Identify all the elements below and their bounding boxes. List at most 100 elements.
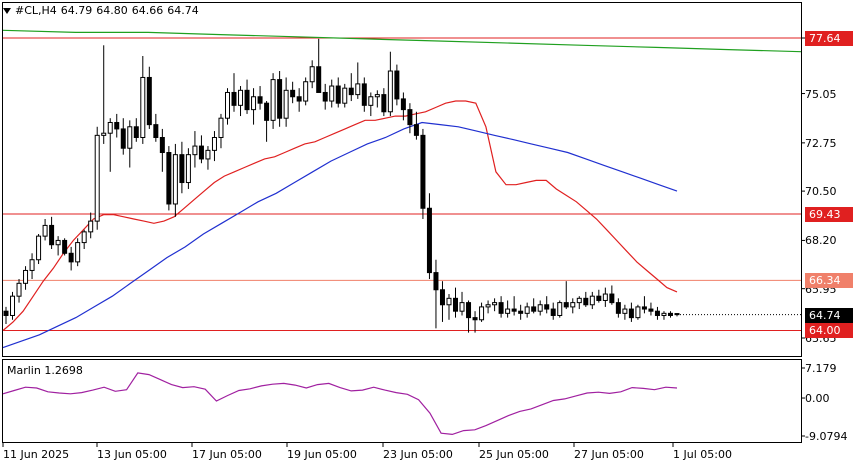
candle-body — [257, 96, 263, 104]
candle — [270, 73, 276, 129]
candle-body — [309, 66, 315, 83]
candle-body — [231, 91, 237, 106]
candle — [674, 313, 680, 317]
candle — [589, 291, 595, 310]
candle-body — [251, 96, 257, 111]
candle — [563, 281, 569, 310]
candle — [133, 118, 139, 142]
ma-blue-line — [2, 121, 678, 349]
candle-body — [218, 117, 224, 138]
current-price-tag: 64.74 — [805, 307, 853, 323]
candle — [322, 83, 328, 110]
candle — [316, 38, 322, 93]
candle — [492, 298, 498, 312]
candle-body — [400, 98, 406, 111]
candle-body — [641, 306, 647, 310]
candle — [667, 311, 673, 318]
candle — [68, 246, 74, 271]
candle — [387, 51, 393, 117]
candle — [635, 304, 641, 320]
candle — [609, 285, 615, 305]
candle-body — [648, 308, 654, 312]
horizontal-levels[interactable] — [3, 37, 801, 331]
price-tick-label: 72.75 — [805, 136, 837, 150]
time-tick-label: 13 Jun 05:00 — [97, 448, 167, 461]
candle-body — [3, 310, 9, 316]
oscillator-tick-label: -9.0794 — [805, 430, 848, 443]
candle — [114, 113, 120, 138]
candle-body — [394, 70, 400, 100]
candle — [264, 101, 270, 142]
candle — [466, 300, 472, 333]
candle-body — [185, 154, 191, 184]
candle — [277, 71, 283, 127]
candle — [602, 287, 608, 307]
candle-body — [602, 293, 608, 301]
candle — [75, 238, 81, 267]
symbol-header[interactable]: #CL,H4 64.79 64.80 64.66 64.74 — [3, 4, 203, 17]
candle-body — [407, 109, 413, 126]
candle-body — [433, 272, 439, 291]
candle — [459, 291, 465, 316]
candle — [218, 113, 224, 149]
candle — [159, 128, 165, 172]
candle-body — [596, 295, 602, 301]
candle — [107, 118, 113, 172]
candle — [453, 287, 459, 318]
candle-body — [361, 83, 367, 106]
candle-body — [49, 224, 55, 246]
oscillator-tick-label: 0.00 — [805, 392, 830, 406]
candle-body — [114, 121, 120, 130]
candle-body — [296, 96, 302, 102]
candle — [628, 302, 634, 322]
candle — [374, 90, 380, 108]
oscillator-line — [2, 372, 678, 436]
candle-body — [374, 94, 380, 98]
time-tick-label: 1 Jul 05:00 — [673, 448, 732, 461]
candle — [185, 148, 191, 189]
candle — [140, 56, 146, 144]
candle-body — [342, 87, 348, 104]
candle-body — [198, 145, 204, 160]
candle — [224, 88, 230, 125]
candle-body — [413, 124, 419, 136]
candle-body — [654, 310, 660, 316]
candle-body — [283, 89, 289, 119]
candle — [3, 306, 9, 325]
candle — [413, 111, 419, 140]
candle — [511, 296, 517, 316]
candle-body — [10, 295, 16, 316]
candle — [615, 298, 621, 318]
candle — [576, 296, 582, 310]
dropdown-triangle-icon[interactable] — [3, 8, 11, 14]
candle — [400, 92, 406, 121]
candle — [62, 238, 68, 256]
candle-body — [537, 304, 543, 312]
time-tick-label: 25 Jun 05:00 — [479, 448, 549, 461]
candle — [303, 77, 309, 106]
indicator-pane-frame — [2, 359, 802, 443]
candle — [251, 88, 257, 125]
candle — [127, 120, 133, 168]
candle-body — [550, 308, 556, 316]
price-tick-label: 75.05 — [805, 87, 837, 101]
candle-body — [583, 297, 589, 306]
candle — [94, 126, 100, 230]
candle-body — [348, 87, 354, 96]
candle — [335, 77, 341, 108]
candle-body — [166, 152, 172, 205]
candle-body — [368, 96, 374, 106]
candle-body — [224, 91, 230, 119]
candle — [407, 103, 413, 134]
candle — [16, 279, 22, 303]
candle — [505, 300, 511, 318]
candle — [283, 77, 289, 127]
candle — [29, 253, 35, 280]
candle-body — [524, 306, 530, 314]
level-tag-0: 77.64 — [805, 31, 853, 46]
oscillator — [2, 372, 678, 436]
candle — [368, 92, 374, 117]
candle-body — [628, 308, 634, 319]
candle — [10, 291, 16, 320]
